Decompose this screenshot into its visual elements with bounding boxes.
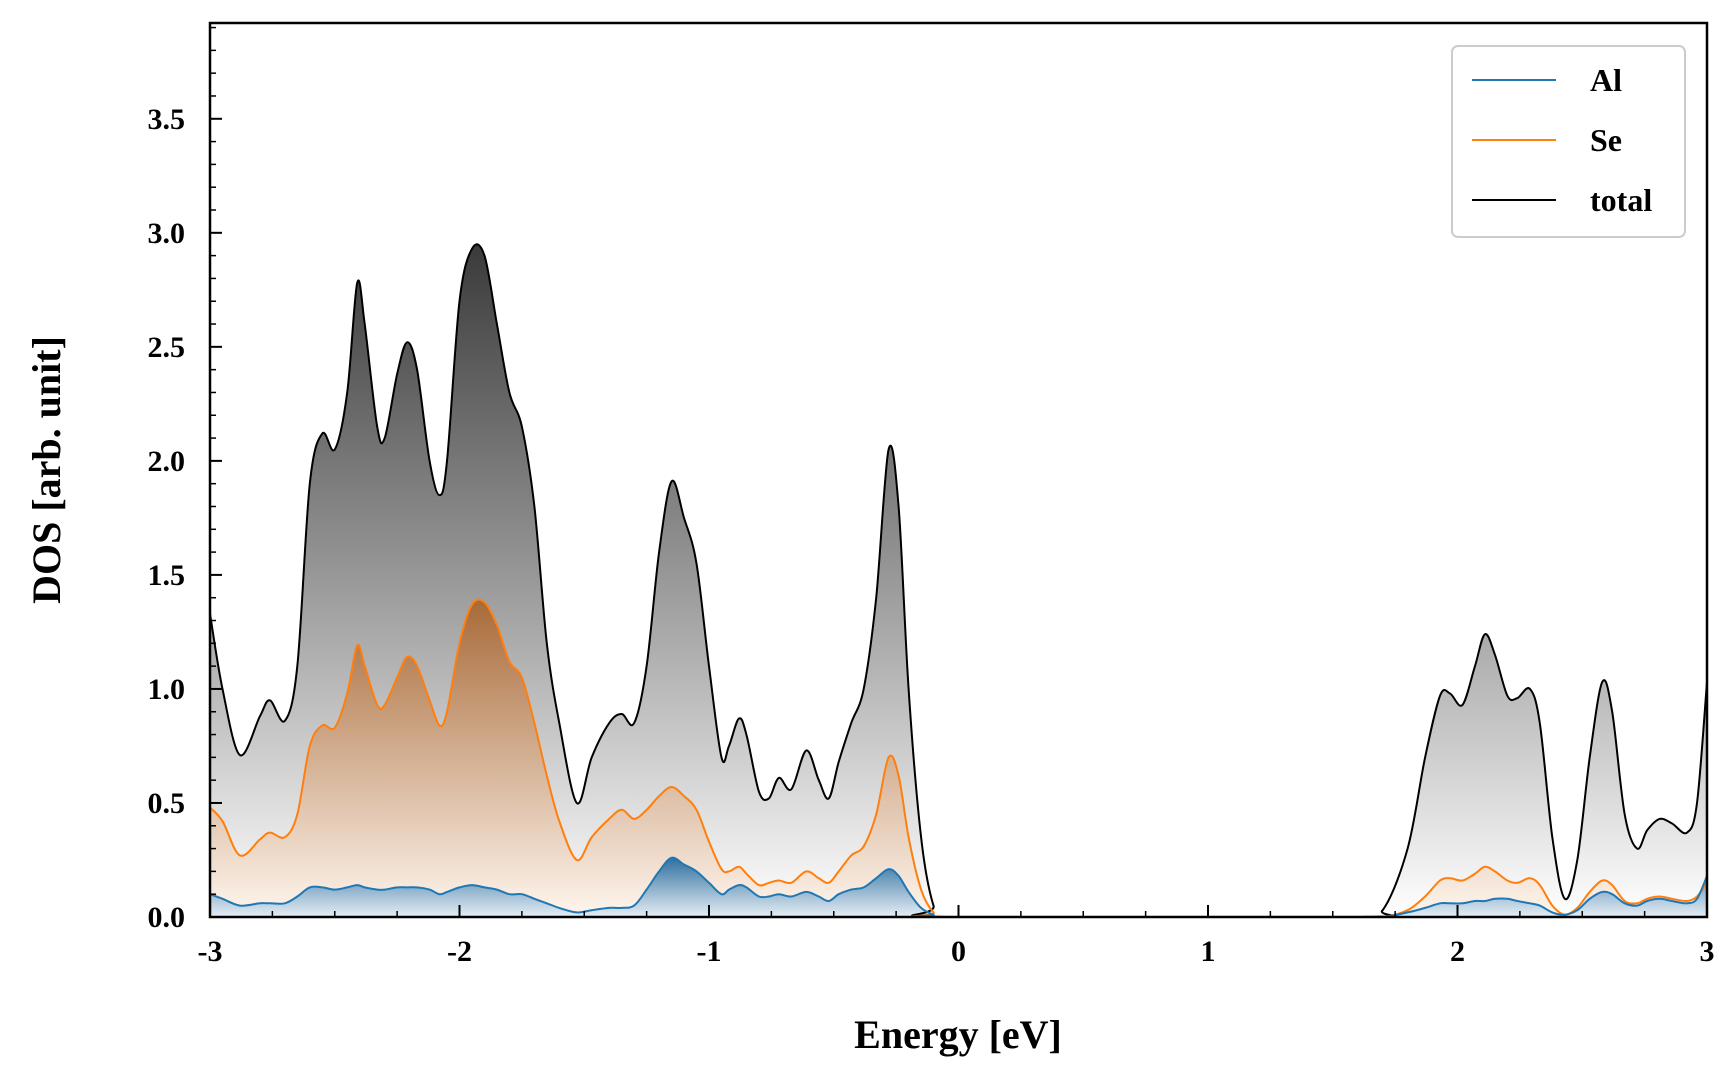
- legend-label-se: Se: [1590, 122, 1622, 158]
- x-tick-label: 2: [1450, 935, 1465, 968]
- y-tick-label: 3.5: [148, 103, 186, 136]
- x-tick-label: -3: [198, 935, 223, 968]
- series-line-total: [210, 243, 1707, 917]
- y-tick-label: 1.5: [148, 559, 186, 592]
- y-axis: 0.0 0.5 1.0 1.5 2.0 2.5 3.0 3.5: [148, 26, 222, 934]
- y-axis-title: DOS [arb. unit]: [24, 336, 69, 604]
- x-axis: -3 -2 -1 0 1 2 3: [198, 905, 1715, 968]
- series-lines: [210, 243, 1707, 917]
- area-al: [210, 857, 1707, 917]
- legend: Al Se total: [1451, 45, 1686, 238]
- y-tick-label: 2.5: [148, 331, 186, 364]
- legend-label-total: total: [1590, 182, 1652, 218]
- x-tick-label: -1: [697, 935, 722, 968]
- x-tick-label: 0: [951, 935, 966, 968]
- y-tick-label: 1.0: [148, 673, 186, 706]
- legend-label-al: Al: [1590, 62, 1622, 98]
- series-line-al: [210, 856, 1707, 917]
- x-axis-title: Energy [eV]: [854, 1012, 1062, 1057]
- plot-area: [210, 244, 1707, 917]
- y-tick-label: 0.0: [148, 901, 186, 934]
- y-tick-label: 3.0: [148, 217, 186, 250]
- x-tick-label: 1: [1201, 935, 1216, 968]
- x-tick-label: -2: [447, 935, 472, 968]
- series-line-se: [210, 598, 1707, 917]
- y-tick-label: 0.5: [148, 787, 186, 820]
- x-tick-label: 3: [1700, 935, 1715, 968]
- y-tick-label: 2.0: [148, 445, 186, 478]
- legend-box: [1451, 45, 1686, 238]
